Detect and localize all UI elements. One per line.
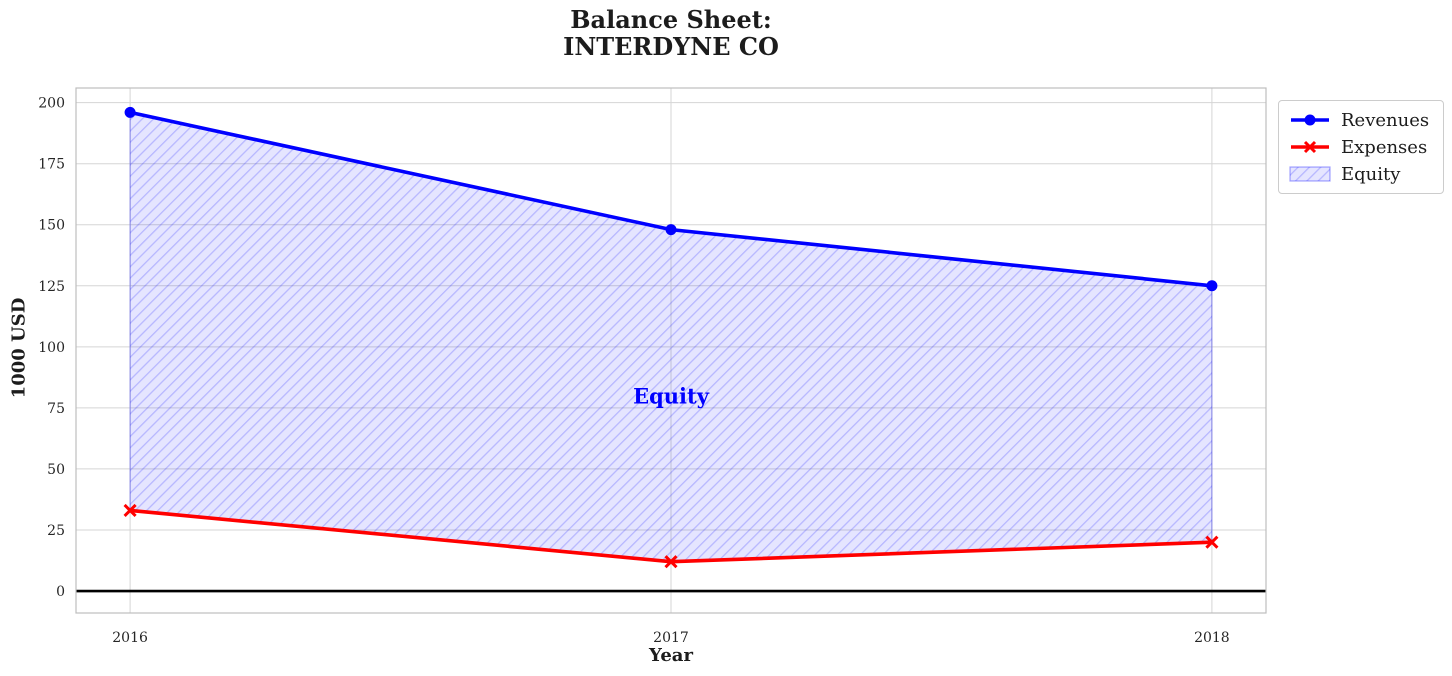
chart-title-line1: Balance Sheet: <box>570 5 772 34</box>
legend-label: Equity <box>1341 163 1401 185</box>
x-tick-label: 2018 <box>1194 630 1230 646</box>
legend-label: Expenses <box>1341 136 1428 158</box>
y-tick-label: 125 <box>38 279 65 295</box>
x-tick-label: 2017 <box>653 630 689 646</box>
y-tick-label: 50 <box>47 462 65 478</box>
legend-equity-swatch-icon <box>1289 166 1331 182</box>
y-axis-label: 1000 USD <box>8 297 30 399</box>
equity-annotation: Equity <box>633 384 710 409</box>
expenses-marker <box>664 555 678 569</box>
legend-revenues-swatch-icon <box>1291 114 1329 126</box>
revenues-marker <box>1206 280 1218 292</box>
y-tick-label: 100 <box>38 340 65 356</box>
chart-title-line2: INTERDYNE CO <box>563 32 779 61</box>
legend-item-expenses: Expenses <box>1289 135 1433 159</box>
x-tick-label: 2016 <box>112 630 148 646</box>
revenues-marker <box>124 106 136 118</box>
y-tick-label: 175 <box>38 157 65 173</box>
legend-expenses-swatch-icon <box>1291 140 1329 154</box>
legend: Revenues Expenses Equity <box>1278 100 1444 194</box>
y-tick-label: 75 <box>47 401 65 417</box>
legend-item-equity: Equity <box>1289 162 1433 186</box>
x-axis-label: Year <box>649 645 693 666</box>
legend-item-revenues: Revenues <box>1289 108 1433 132</box>
y-tick-label: 0 <box>56 584 65 600</box>
expenses-marker <box>1205 535 1219 549</box>
legend-label: Revenues <box>1341 109 1430 131</box>
y-tick-label: 150 <box>38 218 65 234</box>
y-tick-label: 200 <box>38 96 65 112</box>
chart-title: Balance Sheet: INTERDYNE CO <box>0 6 1342 60</box>
axes-spines <box>75 87 1267 614</box>
expenses-marker <box>123 503 137 518</box>
y-tick-label: 25 <box>47 523 65 539</box>
revenues-marker <box>665 224 677 236</box>
